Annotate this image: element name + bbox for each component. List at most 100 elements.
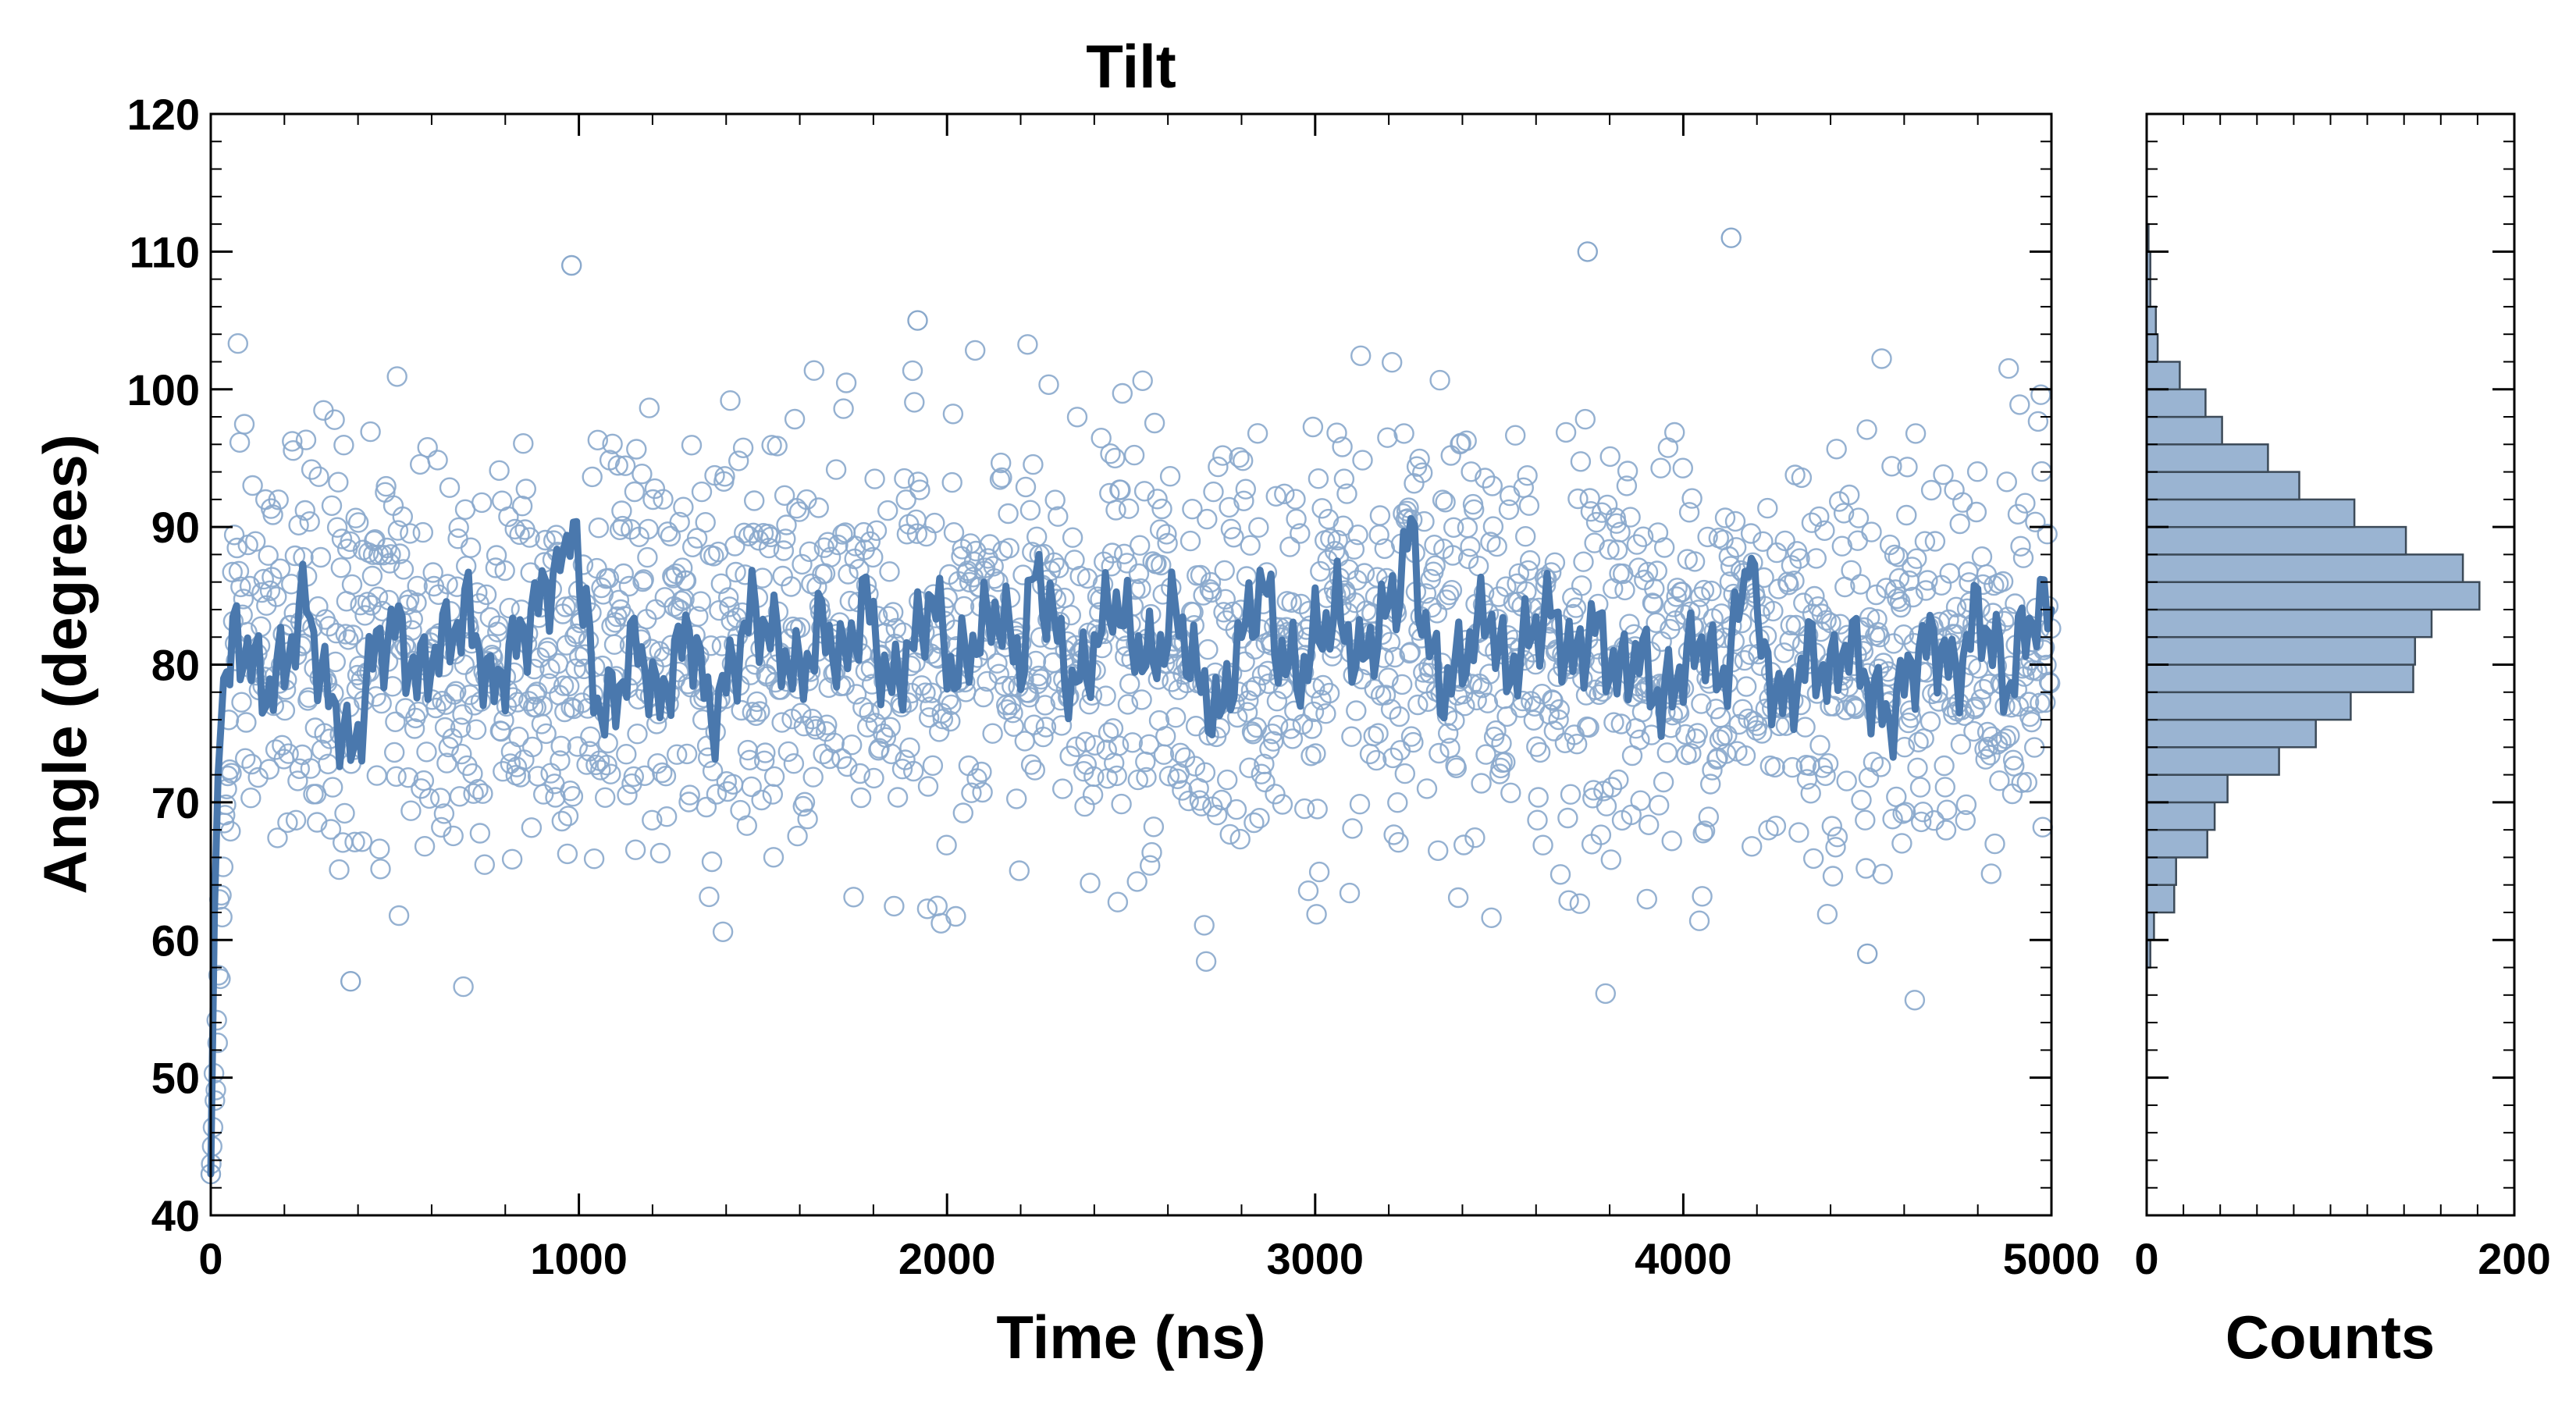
scatter-point xyxy=(460,537,482,558)
scatter-point xyxy=(1247,423,1268,444)
scatter-point xyxy=(1339,882,1361,904)
scatter-point xyxy=(918,707,940,728)
scatter-point xyxy=(1123,444,1145,466)
scatter-point xyxy=(1193,585,1214,606)
scatter-point xyxy=(1619,614,1640,635)
scatter-point xyxy=(1034,695,1056,716)
scatter-point xyxy=(307,812,328,833)
scatter-point xyxy=(295,429,317,450)
scatter-point xyxy=(1044,552,1065,573)
scatter-point xyxy=(998,538,1020,559)
scatter-point xyxy=(952,802,974,823)
scatter-point xyxy=(1446,757,1468,778)
scatter-point xyxy=(966,768,987,789)
scatter-point xyxy=(1678,502,1700,523)
scatter-point xyxy=(835,372,857,393)
scatter-point xyxy=(849,763,871,784)
scatter-point xyxy=(1165,707,1187,728)
scatter-point xyxy=(1822,866,1844,887)
scatter-point xyxy=(783,753,805,774)
x-tick-label: 4000 xyxy=(1635,1234,1732,1283)
scatter-point xyxy=(1934,755,1955,777)
scatter-point xyxy=(1197,638,1219,660)
scatter-point xyxy=(474,854,495,875)
scatter-point xyxy=(1407,694,1429,716)
scatter-point xyxy=(1971,546,1993,567)
scatter-point xyxy=(2021,711,2042,733)
x-tick-label: 0 xyxy=(198,1234,222,1283)
scatter-point xyxy=(1638,814,1660,836)
scatter-point xyxy=(247,767,269,788)
scatter-point xyxy=(348,512,369,533)
scatter-point xyxy=(259,580,281,601)
scatter-point xyxy=(596,755,617,776)
histogram-bar xyxy=(2145,553,2464,583)
scatter-point xyxy=(1157,532,1178,554)
scatter-point xyxy=(813,743,834,765)
scatter-point xyxy=(1976,721,1998,743)
scatter-point xyxy=(1435,492,1456,513)
scatter-point xyxy=(1701,580,1722,602)
scatter-point xyxy=(221,763,242,784)
scatter-point xyxy=(1778,574,1799,596)
scatter-point xyxy=(1882,809,1903,830)
scatter-point xyxy=(206,1009,227,1031)
scatter-point xyxy=(1381,352,1403,373)
scatter-point xyxy=(1663,422,1685,443)
scatter-point xyxy=(699,886,720,908)
y-tick-label: 90 xyxy=(151,503,200,552)
scatter-point xyxy=(775,528,796,550)
scatter-point xyxy=(745,705,767,726)
scatter-point xyxy=(1508,563,1530,584)
scatter-point xyxy=(1802,848,1824,870)
scatter-point xyxy=(1758,820,1779,841)
scatter-point xyxy=(725,561,746,583)
scatter-point xyxy=(1471,773,1492,794)
scatter-point xyxy=(758,537,780,559)
scatter-point xyxy=(1899,700,1921,721)
scatter-point xyxy=(367,586,389,607)
scatter-point xyxy=(1389,706,1410,727)
scatter-point xyxy=(600,763,621,784)
scatter-point xyxy=(744,490,765,511)
scatter-point xyxy=(895,489,916,510)
scatter-point xyxy=(1693,579,1715,601)
scatter-point xyxy=(1847,530,1869,551)
scatter-point xyxy=(1610,521,1631,542)
scatter-point xyxy=(1147,489,1168,510)
scatter-point xyxy=(1650,457,1671,478)
scatter-point xyxy=(555,596,576,617)
scatter-point xyxy=(1020,754,1042,775)
scatter-point xyxy=(1226,706,1248,728)
scatter-point xyxy=(1332,515,1354,536)
scatter-point xyxy=(235,748,256,769)
scatter-point xyxy=(1528,787,1549,808)
scatter-point xyxy=(463,783,484,804)
scatter-point xyxy=(311,739,333,760)
scatter-point xyxy=(1118,498,1140,519)
scatter-point xyxy=(390,543,411,564)
scatter-point xyxy=(1784,571,1805,592)
scatter-point xyxy=(392,506,413,528)
scatter-point xyxy=(519,527,540,548)
scatter-point xyxy=(1796,769,1818,790)
scatter-point xyxy=(509,524,530,546)
scatter-point xyxy=(1102,718,1124,739)
scatter-point xyxy=(2032,816,2054,838)
scatter-point xyxy=(1599,446,1621,468)
scatter-point xyxy=(590,759,611,781)
scatter-point xyxy=(597,732,618,754)
scatter-point xyxy=(468,779,489,800)
scatter-point xyxy=(616,744,637,765)
scatter-point xyxy=(1827,826,1848,848)
scatter-point xyxy=(414,835,436,857)
scatter-point xyxy=(450,717,471,738)
scatter-point xyxy=(1550,864,1571,885)
scatter-point xyxy=(1440,445,1461,466)
scatter-point xyxy=(984,568,1005,589)
scatter-point xyxy=(1327,529,1348,551)
scatter-point xyxy=(720,390,741,411)
y-axis-title: Angle (degrees) xyxy=(30,434,99,894)
scatter-point xyxy=(333,435,354,456)
